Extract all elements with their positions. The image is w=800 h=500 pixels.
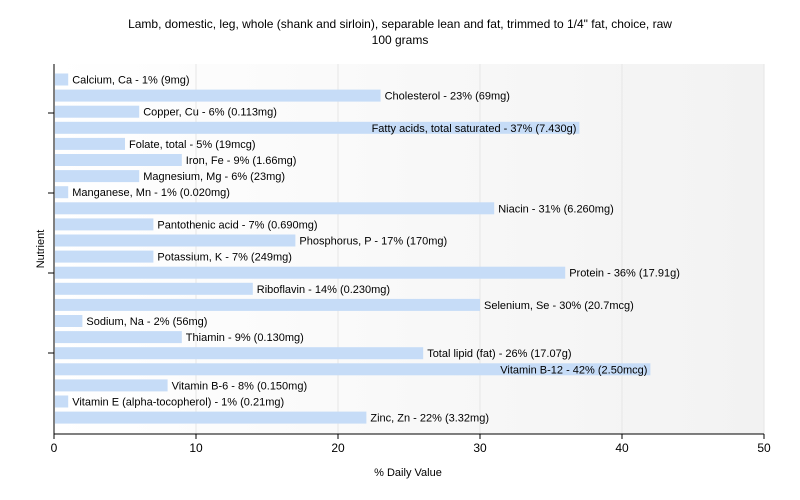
x-tick-label: 50 [757, 441, 771, 455]
bar-label: Protein - 36% (17.91g) [569, 268, 680, 280]
bar [55, 298, 480, 311]
bar-label: Vitamin E (alpha-tocopherol) - 1% (0.21m… [72, 397, 284, 409]
bar [55, 154, 182, 166]
plot-area [54, 64, 764, 434]
bar-label: Calcium, Ca - 1% (9mg) [72, 75, 189, 87]
chart-title: Lamb, domestic, leg, whole (shank and si… [128, 17, 672, 31]
bar [55, 379, 168, 392]
x-tick-label: 40 [615, 441, 629, 455]
bar [55, 266, 566, 279]
bar [55, 347, 424, 360]
x-axis-title: % Daily Value [374, 467, 442, 479]
bar [55, 218, 154, 231]
bar [55, 411, 367, 424]
bar-label: Cholesterol - 23% (69mg) [385, 91, 510, 103]
x-tick-label: 0 [51, 441, 58, 455]
bar-label: Vitamin B-6 - 8% (0.150mg) [172, 380, 308, 392]
bar [55, 234, 296, 247]
bar [55, 315, 83, 327]
bar-label: Selenium, Se - 30% (20.7mcg) [484, 300, 634, 312]
bar [55, 121, 580, 134]
bar-label: Manganese, Mn - 1% (0.020mg) [72, 187, 230, 199]
bar-label: Phosphorus, P - 17% (170mg) [299, 236, 447, 248]
bar [55, 363, 651, 376]
bar [55, 186, 69, 199]
bar-label: Riboflavin - 14% (0.230mg) [257, 284, 390, 296]
bar [55, 170, 140, 183]
chart-subtitle: 100 grams [372, 33, 429, 47]
bar [55, 137, 125, 150]
bar-labels-group: Calcium, Ca - 1% (9mg) Cholesterol - 23% … [72, 75, 680, 425]
bar-label: Iron, Fe - 9% (1.66mg) [186, 155, 297, 167]
bar-label: Potassium, K - 7% (249mg) [157, 252, 292, 264]
bar [55, 250, 154, 263]
bar [55, 282, 253, 295]
bar-label: Vitamin B-12 - 42% (2.50mcg) [500, 364, 647, 376]
bar-label: Copper, Cu - 6% (0.113mg) [143, 107, 277, 119]
bar [55, 331, 182, 344]
bar-label: Folate, total - 5% (19mcg) [129, 139, 256, 151]
bar-label: Total lipid (fat) - 26% (17.07g) [427, 348, 571, 360]
x-tick-label: 20 [331, 441, 345, 455]
bar [55, 73, 69, 86]
bar [55, 202, 495, 215]
bars-group [55, 73, 651, 424]
bar [55, 105, 140, 118]
bar-label: Sodium, Na - 2% (56mg) [86, 316, 207, 328]
bar-label: Zinc, Zn - 22% (3.32mg) [370, 413, 489, 425]
bar-label: Fatty acids, total saturated - 37% (7.43… [372, 123, 577, 135]
bar-label: Magnesium, Mg - 6% (23mg) [143, 171, 285, 183]
bar-label: Pantothenic acid - 7% (0.690mg) [157, 219, 317, 231]
x-axis-ticks: 0 10 20 30 40 50 [51, 434, 771, 455]
bar [55, 395, 69, 408]
x-tick-label: 10 [189, 441, 203, 455]
bar-label: Niacin - 31% (6.260mg) [498, 203, 614, 215]
x-tick-label: 30 [473, 441, 487, 455]
bar [55, 89, 381, 102]
y-axis-title: Nutrient [35, 230, 47, 269]
bar-label: Thiamin - 9% (0.130mg) [186, 332, 304, 344]
y-axis-ticks [48, 112, 54, 354]
